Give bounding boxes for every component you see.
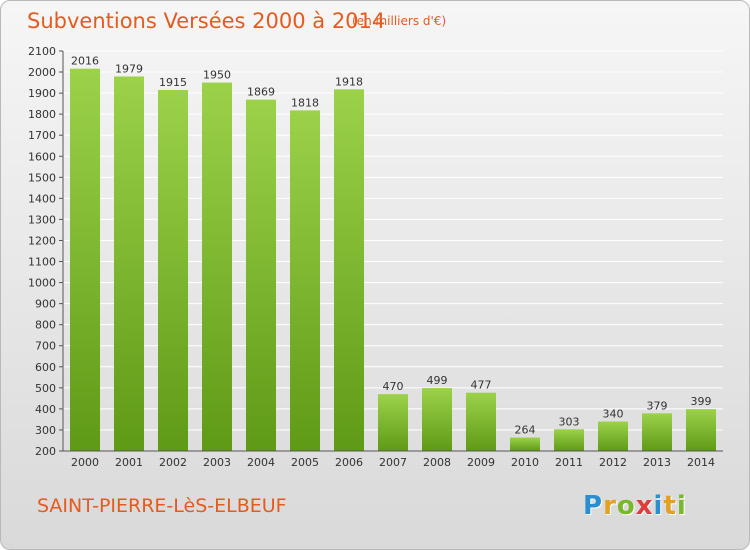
- bar: [378, 394, 408, 451]
- x-tick-label: 2002: [159, 456, 187, 469]
- x-tick-label: 2001: [115, 456, 143, 469]
- commune-name: SAINT-PIERRE-LèS-ELBEUF: [37, 495, 287, 517]
- bar: [114, 76, 144, 451]
- y-tick-label: 700: [35, 340, 56, 353]
- x-tick-label: 2008: [423, 456, 451, 469]
- logo-letter: i: [676, 491, 687, 521]
- y-tick-label: 1100: [28, 256, 56, 269]
- bar: [334, 89, 364, 451]
- y-tick-label: 1700: [28, 129, 56, 142]
- data-label: 340: [603, 408, 624, 421]
- proxiti-logo: Proxiti: [583, 491, 687, 521]
- x-tick-label: 2003: [203, 456, 231, 469]
- y-tick-label: 1900: [28, 87, 56, 100]
- logo-letter: t: [663, 491, 677, 521]
- y-tick-label: 300: [35, 424, 56, 437]
- bar: [202, 82, 232, 451]
- bar: [246, 99, 276, 451]
- y-tick-label: 1600: [28, 150, 56, 163]
- bar: [290, 110, 320, 452]
- y-tick-label: 1400: [28, 192, 56, 205]
- logo-letter: x: [635, 491, 654, 521]
- y-tick-label: 2100: [28, 45, 56, 58]
- logo-letter: i: [653, 491, 664, 521]
- data-label: 499: [427, 374, 448, 387]
- chart-unit: (en milliers d'€): [352, 14, 447, 28]
- data-label: 1915: [159, 76, 187, 89]
- y-tick-label: 400: [35, 403, 56, 416]
- x-tick-label: 2000: [71, 456, 99, 469]
- x-tick-label: 2011: [555, 456, 583, 469]
- data-label: 1869: [247, 86, 275, 99]
- x-tick-label: 2004: [247, 456, 275, 469]
- y-tick-label: 2000: [28, 66, 56, 79]
- bar: [422, 388, 452, 451]
- bar: [158, 89, 188, 452]
- logo-letter: P: [583, 491, 604, 521]
- y-tick-label: 200: [35, 445, 56, 458]
- data-label: 264: [515, 424, 536, 437]
- bar: [642, 413, 672, 451]
- x-axis: 2000 2001 2002 2003 2004 2005 2006 2007 2008 2009…: [63, 450, 723, 469]
- y-tick-label: 800: [35, 319, 56, 332]
- bar: [510, 437, 540, 451]
- data-label: 399: [691, 395, 712, 408]
- data-label: 2016: [71, 55, 99, 68]
- y-tick-label: 500: [35, 382, 56, 395]
- y-axis: 200 300 400 500 600 700 800 900 1000 1100 1200 1300…: [28, 45, 64, 458]
- x-tick-label: 2014: [687, 456, 715, 469]
- y-tick-label: 1200: [28, 234, 56, 247]
- y-tick-label: 1000: [28, 277, 56, 290]
- y-tick-label: 1500: [28, 171, 56, 184]
- x-tick-label: 2006: [335, 456, 363, 469]
- data-label: 1950: [203, 69, 231, 82]
- data-label: 477: [471, 379, 492, 392]
- data-labels: 2016 1979 1915 1950 1869 1818 1918 470 499 477 264…: [71, 55, 712, 437]
- data-label: 303: [559, 415, 580, 428]
- y-tick-label: 900: [35, 298, 56, 311]
- bar: [554, 429, 584, 451]
- x-tick-label: 2009: [467, 456, 495, 469]
- data-label: 1918: [335, 75, 363, 88]
- bar: [70, 68, 100, 452]
- data-label: 1818: [291, 96, 319, 109]
- x-tick-label: 2010: [511, 456, 539, 469]
- x-tick-label: 2007: [379, 456, 407, 469]
- bar: [598, 421, 628, 451]
- data-label: 470: [383, 380, 404, 393]
- logo-letter: r: [603, 491, 617, 521]
- y-tick-label: 600: [35, 361, 56, 374]
- y-tick-label: 1300: [28, 213, 56, 226]
- bar: [466, 392, 496, 451]
- logo-letter: o: [616, 491, 636, 521]
- data-label: 1979: [115, 62, 143, 75]
- data-label: 379: [647, 399, 668, 412]
- x-tick-label: 2013: [643, 456, 671, 469]
- bars: [70, 68, 716, 452]
- bar: [686, 409, 716, 451]
- x-tick-label: 2005: [291, 456, 319, 469]
- y-tick-label: 1800: [28, 108, 56, 121]
- x-tick-label: 2012: [599, 456, 627, 469]
- chart-title: Subventions Versées 2000 à 2014: [27, 9, 386, 33]
